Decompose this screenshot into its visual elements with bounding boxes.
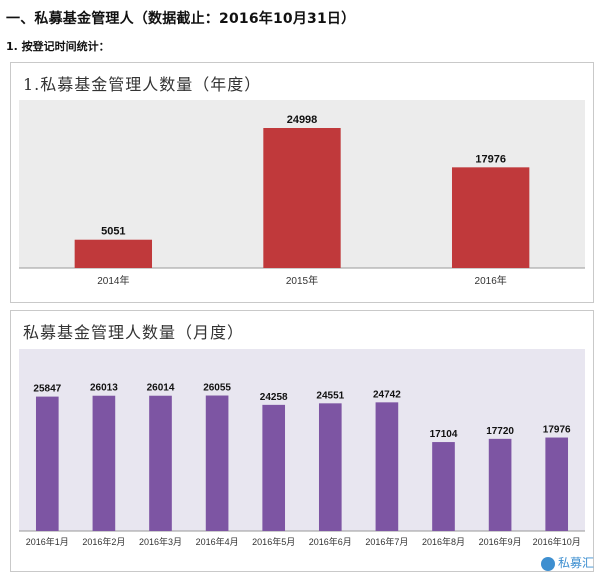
monthly-chart-title: 私募基金管理人数量（月度）: [23, 323, 245, 342]
bar-value-label: 17976: [475, 153, 506, 165]
bar: [205, 395, 229, 531]
x-tick-label: 2016年8月: [422, 536, 465, 547]
x-tick-label: 2016年2月: [82, 536, 125, 547]
wechat-logo-icon: [540, 556, 555, 571]
yearly-chart-panel: 1.私募基金管理人数量（年度） 5051 2014年 24998 2015年 17976…: [10, 62, 594, 303]
watermark-text: 私募汇: [557, 556, 594, 570]
bar-value-label: 25847: [33, 384, 61, 395]
bar: [35, 396, 59, 531]
bar: [375, 402, 399, 531]
bar-value-label: 5051: [101, 226, 125, 238]
bar-value-label: 24998: [287, 114, 318, 126]
bar: [488, 438, 512, 531]
section-subheading: 1. 按登记时间统计：: [6, 40, 110, 53]
bar: [149, 395, 172, 531]
bar: [451, 167, 530, 268]
x-tick-label: 2016年4月: [196, 536, 239, 547]
x-tick-label: 2016年5月: [252, 536, 295, 547]
x-tick-label: 2015年: [286, 274, 318, 287]
yearly-chart-title: 1.私募基金管理人数量（年度）: [23, 75, 262, 94]
monthly-chart-panel: 私募基金管理人数量（月度） 25847 2016年1月 26013 2016年2月 26…: [10, 310, 594, 572]
x-tick-label: 2016年1月: [26, 536, 69, 547]
bar-value-label: 26013: [90, 383, 118, 394]
bar: [432, 442, 455, 531]
monthly-bar-chart: 25847 2016年1月 26013 2016年2月 26014 2016年3月 2605…: [19, 349, 585, 547]
bar: [263, 128, 341, 268]
bar-value-label: 24551: [316, 390, 344, 401]
bar-value-label: 24258: [260, 392, 288, 403]
x-tick-label: 2016年7月: [365, 536, 408, 547]
bar: [92, 395, 116, 531]
wechat-watermark: 私募汇: [540, 554, 594, 571]
x-tick-label: 2016年6月: [309, 536, 352, 547]
page-heading: 一、私募基金管理人（数据截止：2016年10月31日）: [6, 11, 356, 27]
x-tick-label: 2016年9月: [479, 536, 522, 547]
bar: [545, 437, 569, 531]
x-tick-label: 2014年: [97, 274, 129, 287]
bar: [262, 404, 286, 531]
x-tick-label: 2016年3月: [139, 536, 182, 547]
yearly-bar-chart: 5051 2014年 24998 2015年 17976 2016年: [19, 100, 585, 287]
bar-value-label: 17976: [543, 425, 571, 436]
bar-value-label: 26014: [147, 383, 175, 394]
bar-value-label: 17720: [486, 426, 514, 437]
bar: [318, 403, 342, 531]
bar: [74, 239, 153, 268]
x-tick-label: 2016年: [475, 274, 507, 287]
bar-value-label: 24742: [373, 389, 401, 400]
bar-value-label: 26055: [203, 383, 231, 394]
x-tick-label: 2016年10月: [533, 536, 581, 547]
bar-value-label: 17104: [430, 429, 458, 440]
